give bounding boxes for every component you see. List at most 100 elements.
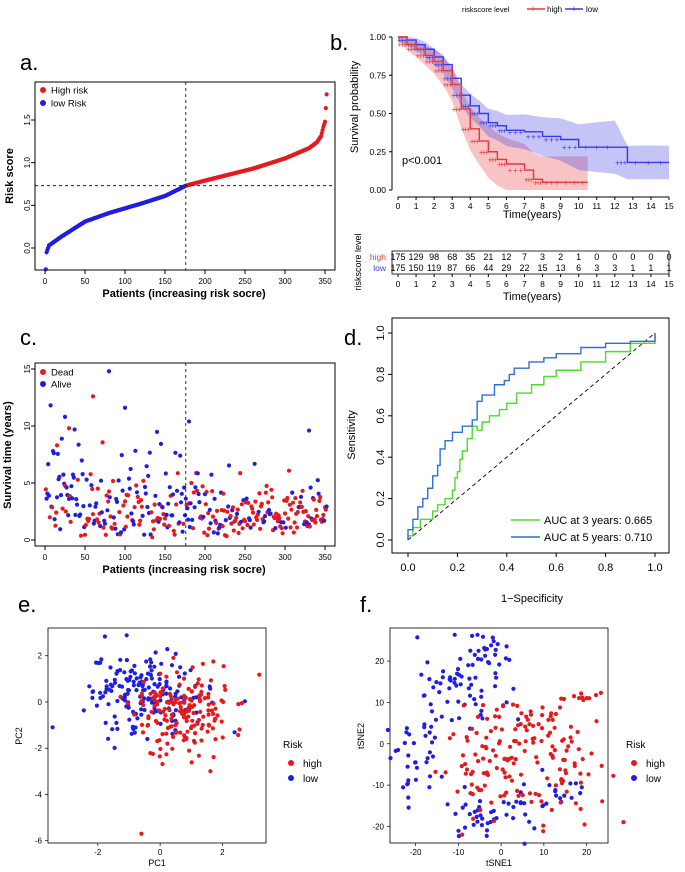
pca-high-point (178, 730, 183, 735)
dead-point (54, 510, 59, 515)
censor-mark: + (439, 67, 444, 76)
pca-high-point (160, 690, 165, 695)
dead-point (126, 493, 131, 498)
risk-table-xlabel: Time(years) (503, 291, 561, 303)
pca-high-point (167, 700, 172, 705)
tsne-high-point (582, 822, 587, 827)
km-x-tick-label: 2 (432, 201, 437, 211)
pca-low-point (158, 721, 163, 727)
risk-low-count: 6 (576, 263, 581, 273)
tsne-low-point (480, 716, 485, 721)
alive-point (145, 504, 150, 510)
tsne-high-point (463, 762, 468, 767)
dead-point (210, 489, 215, 494)
dead-point (106, 489, 112, 494)
dead-point (236, 530, 241, 536)
alive-point (143, 491, 148, 496)
tsne-high-point (509, 755, 514, 760)
y-tick-label: 0.5 (23, 199, 32, 211)
risk-row-high-label: high (370, 252, 386, 262)
survival-point (106, 369, 112, 374)
censor-mark: + (436, 67, 441, 76)
km-x-tick-label: 0 (396, 201, 401, 211)
alive-point (129, 511, 134, 516)
pca-high-point (200, 661, 205, 666)
tsne-low-point (501, 800, 506, 805)
risk-low-count: 119 (427, 263, 441, 273)
pca-y-tick-label: -2 (35, 744, 43, 753)
tsne-low-point (479, 688, 484, 693)
tsne-low-point (452, 680, 457, 685)
pca-high-point (195, 721, 200, 726)
dead-point (279, 526, 284, 531)
risk-point (323, 106, 328, 111)
censor-mark: + (594, 143, 599, 152)
x-tick-label: 150 (158, 277, 172, 286)
pca-high-point (160, 686, 165, 691)
dead-point (259, 501, 264, 506)
tsne-legend-low-marker (631, 775, 637, 781)
censor-mark: + (448, 80, 453, 89)
dead-point (294, 525, 300, 530)
tsne-high-point (489, 800, 494, 805)
tsne-low-point (490, 635, 495, 640)
tsne-low-point (456, 828, 461, 833)
censor-mark: + (619, 158, 624, 167)
censor-mark: + (479, 119, 484, 128)
censor-mark: + (623, 158, 628, 167)
pca-low-point (90, 695, 95, 701)
tsne-high-point (578, 771, 583, 776)
pca-low-point (106, 736, 111, 741)
dead-point (122, 499, 128, 504)
tsne-low-point (479, 657, 484, 662)
alive-point (144, 464, 149, 469)
tsne-high-point (520, 793, 525, 798)
km-high-ci (398, 37, 588, 190)
pca-low-point (207, 684, 212, 689)
tsne-high-point (494, 765, 499, 771)
pca-high-point (149, 709, 154, 714)
dead-point (200, 484, 205, 489)
tsne-low-point (493, 684, 498, 689)
pca-low-point (132, 730, 137, 735)
x-tick-label: 350 (318, 553, 332, 562)
dead-point (318, 495, 323, 500)
censor-mark: + (457, 91, 462, 100)
tsne-low-point (471, 822, 476, 827)
tsne-y-tick-label: 20 (375, 657, 384, 666)
roc-xlabel: 1−Specificity (501, 593, 564, 605)
alive-point (182, 513, 188, 518)
tsne-low-point (495, 642, 500, 647)
tsne-high-point (577, 696, 582, 701)
pca-low-point (152, 664, 157, 669)
tsne-low-point (479, 823, 484, 828)
tsne-high-point (540, 713, 545, 718)
pca-high-point (158, 746, 163, 752)
pca-low-point (91, 689, 96, 694)
tsne-low-point (470, 633, 475, 639)
dead-point (101, 525, 106, 530)
legend-alive-marker (40, 381, 46, 387)
censor-mark: + (463, 125, 468, 134)
tsne-high-point (572, 763, 577, 769)
tsne-high-point (580, 757, 585, 762)
pca-xlabel: PC1 (148, 858, 166, 868)
censor-mark: + (439, 61, 444, 70)
x-tick-label: 0 (43, 553, 48, 562)
tsne-low-point (456, 699, 461, 704)
tsne-high-point (564, 789, 569, 794)
km-x-tick-label: 10 (574, 201, 584, 211)
alive-point (154, 429, 160, 434)
roc-x-tick-label: 0.0 (400, 562, 415, 574)
pca-low-point (165, 647, 170, 652)
panel-c-axes: 0 50 100 150 200 250 300 350 0 5 10 15 (23, 364, 332, 562)
panel-a-xlabel: Patients (increasing risk socre) (102, 288, 266, 300)
tsne-low-point (427, 730, 432, 735)
tsne-low-point (504, 812, 509, 817)
x-tick-label: 200 (198, 553, 212, 562)
tsne-high-point (502, 770, 507, 775)
dead-point (172, 532, 177, 537)
tsne-low-point (456, 672, 462, 677)
tsne-low-point (458, 656, 463, 662)
pca-low-point (108, 665, 113, 670)
